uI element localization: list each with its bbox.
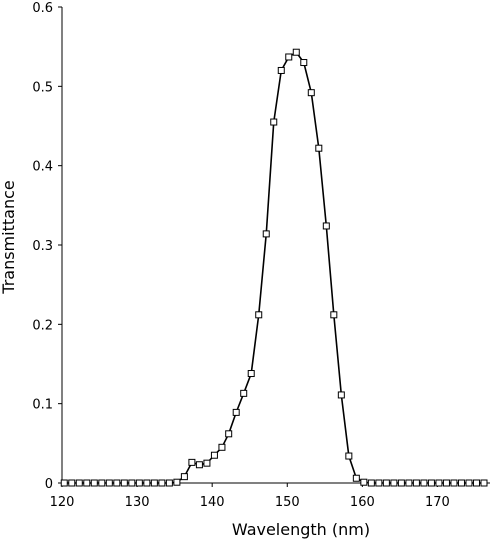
ticks	[58, 6, 438, 487]
data-point-marker	[330, 311, 338, 319]
data-point-marker	[218, 443, 226, 451]
data-point-marker	[143, 479, 151, 487]
data-point-marker	[60, 479, 68, 487]
tick-labels: 0 0.1 0.2 0.3 0.4 0.5 0.6 120 130 140 150 160 170	[32, 1, 450, 510]
data-point-marker	[203, 459, 211, 467]
data-point-marker	[405, 479, 413, 487]
data-point-marker	[75, 479, 83, 487]
data-point-marker	[292, 48, 300, 56]
data-point-marker	[450, 479, 458, 487]
data-point-marker	[247, 370, 255, 378]
y-tick-label: 0	[45, 477, 53, 492]
data-point-marker	[412, 479, 420, 487]
series-line	[64, 51, 484, 484]
data-point-marker	[98, 479, 106, 487]
y-tick-label: 0.6	[32, 1, 53, 16]
data-point-marker	[173, 478, 181, 486]
y-tick-label: 0.2	[32, 318, 53, 333]
data-point-marker	[128, 479, 136, 487]
data-point-marker	[285, 53, 293, 61]
y-tick-label: 0.3	[32, 239, 53, 254]
x-tick-label: 150	[275, 495, 300, 510]
data-point-marker	[352, 474, 360, 482]
data-point-marker	[255, 311, 263, 319]
x-axis-title: Wavelength (nm)	[232, 520, 370, 539]
data-point-marker	[188, 458, 196, 466]
y-axis-title: Transmittance	[0, 180, 18, 294]
y-tick-label: 0.4	[32, 160, 53, 175]
x-tick-label: 130	[125, 495, 150, 510]
data-point-marker	[315, 144, 323, 152]
data-point-marker	[390, 479, 398, 487]
data-markers	[60, 48, 488, 487]
data-point-marker	[397, 479, 405, 487]
data-point-marker	[345, 452, 353, 460]
data-point-marker	[472, 479, 480, 487]
data-point-marker	[322, 222, 330, 230]
data-point-marker	[180, 473, 188, 481]
data-point-marker	[83, 479, 91, 487]
data-point-marker	[442, 479, 450, 487]
data-point-marker	[195, 461, 203, 469]
data-point-marker	[435, 479, 443, 487]
data-point-marker	[90, 479, 98, 487]
data-point-marker	[307, 89, 315, 97]
data-point-marker	[150, 479, 158, 487]
data-point-marker	[465, 479, 473, 487]
data-point-marker	[420, 479, 428, 487]
x-tick-label: 140	[200, 495, 225, 510]
data-point-marker	[210, 451, 218, 459]
data-point-marker	[240, 389, 248, 397]
data-point-marker	[360, 478, 368, 486]
data-point-marker	[427, 479, 435, 487]
data-point-marker	[375, 479, 383, 487]
y-tick-label: 0.1	[32, 398, 53, 413]
data-point-marker	[232, 408, 240, 416]
data-point-marker	[480, 479, 488, 487]
data-point-marker	[277, 66, 285, 74]
data-point-marker	[457, 479, 465, 487]
data-point-marker	[165, 479, 173, 487]
data-point-marker	[270, 118, 278, 126]
data-point-marker	[337, 391, 345, 399]
x-tick-label: 120	[50, 495, 75, 510]
y-tick-label: 0.5	[32, 80, 53, 95]
data-point-marker	[135, 479, 143, 487]
data-point-marker	[225, 430, 233, 438]
data-point-marker	[105, 479, 113, 487]
data-point-marker	[300, 59, 308, 67]
data-point-marker	[158, 479, 166, 487]
data-point-marker	[382, 479, 390, 487]
data-point-marker	[68, 479, 76, 487]
data-point-marker	[367, 479, 375, 487]
x-tick-label: 160	[350, 495, 375, 510]
axes	[61, 7, 490, 484]
x-tick-label: 170	[425, 495, 450, 510]
data-point-marker	[113, 479, 121, 487]
data-point-marker	[262, 230, 270, 238]
data-point-marker	[120, 479, 128, 487]
